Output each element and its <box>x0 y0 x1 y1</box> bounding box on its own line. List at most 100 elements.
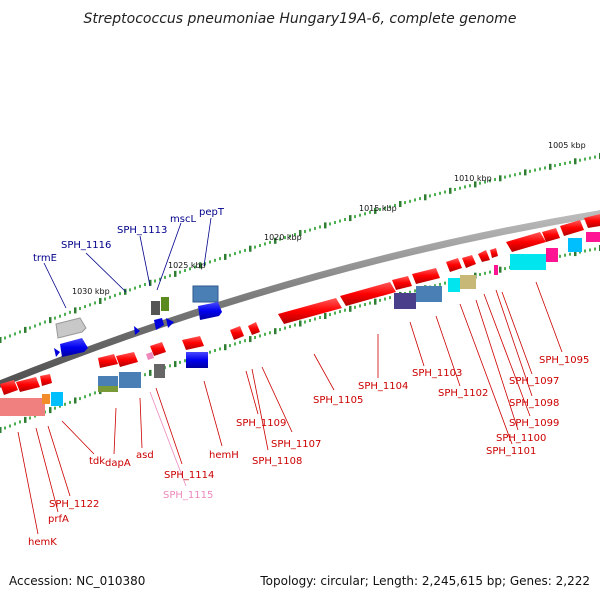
tick-mark <box>439 191 441 195</box>
gene-feature[interactable] <box>460 275 476 289</box>
gene-label-pepT[interactable]: pepT <box>199 207 225 218</box>
gene-feature[interactable] <box>392 276 412 290</box>
gene-feature[interactable] <box>448 278 460 292</box>
gene-feature[interactable] <box>182 336 204 350</box>
gene-label-sph-1100[interactable]: SPH_1100 <box>496 433 546 444</box>
tick-mark <box>279 237 281 241</box>
gene-feature[interactable] <box>98 354 118 368</box>
gene-feature[interactable] <box>186 352 208 368</box>
tick-mark <box>389 296 391 300</box>
tick-mark <box>304 230 306 233</box>
forward-strand-genes <box>54 285 222 357</box>
gene-label-sph-1095[interactable]: SPH_1095 <box>539 355 589 366</box>
gene-feature[interactable] <box>51 392 63 406</box>
gene-label-sph-1103[interactable]: SPH_1103 <box>412 368 462 379</box>
gene-feature[interactable] <box>560 220 584 236</box>
tick-mark <box>504 267 506 271</box>
gene-feature[interactable] <box>42 394 50 404</box>
gene-feature[interactable] <box>230 326 244 340</box>
tick-mark <box>229 253 231 257</box>
gene-feature[interactable] <box>478 250 490 262</box>
gene-label-sph-1101[interactable]: SPH_1101 <box>486 446 536 457</box>
gene-feature[interactable] <box>0 380 18 395</box>
gene-feature[interactable] <box>446 258 462 272</box>
gene-feature[interactable] <box>154 318 164 330</box>
gene-feature[interactable] <box>416 286 442 302</box>
tick-mark <box>59 404 61 408</box>
gene-label-trmE[interactable]: trmE <box>33 253 57 264</box>
tick-mark <box>149 369 152 376</box>
gene-feature[interactable] <box>154 364 165 378</box>
gene-feature[interactable] <box>586 232 600 242</box>
gene-label-asd[interactable]: asd <box>136 450 154 461</box>
gene-feature[interactable] <box>98 386 118 392</box>
gene-label-sph-1109[interactable]: SPH_1109 <box>236 418 286 429</box>
gene-label-sph-1113[interactable]: SPH_1113 <box>117 225 167 236</box>
gene-feature[interactable] <box>278 298 342 324</box>
gene-feature[interactable] <box>40 374 52 386</box>
gene-feature[interactable] <box>490 248 498 258</box>
gene-feature[interactable] <box>16 377 40 392</box>
gene-label-sph-1122[interactable]: SPH_1122 <box>49 499 99 510</box>
gene-label-prfA[interactable]: prfA <box>48 514 69 525</box>
gene-label-tdk[interactable]: tdk <box>89 456 105 467</box>
gene-label-sph-1104[interactable]: SPH_1104 <box>358 381 408 392</box>
gene-feature[interactable] <box>55 317 87 339</box>
gene-feature[interactable] <box>54 348 60 357</box>
tick-mark <box>274 237 277 244</box>
gene-label-mscL[interactable]: mscL <box>170 214 196 225</box>
tick-mark <box>499 266 502 273</box>
gene-feature[interactable] <box>119 372 141 388</box>
gene-feature[interactable] <box>584 214 600 228</box>
tick-mark <box>554 164 556 168</box>
gene-feature[interactable] <box>192 285 219 303</box>
gene-label-sph-1115[interactable]: SPH_1115 <box>163 490 213 501</box>
gene-label-dapA[interactable]: dapA <box>105 458 131 469</box>
gene-feature[interactable] <box>60 338 88 357</box>
gene-feature[interactable] <box>0 398 45 416</box>
gene-feature[interactable] <box>161 297 169 311</box>
gene-label-sph-1114[interactable]: SPH_1114 <box>164 470 214 481</box>
tick-mark <box>224 253 227 260</box>
gene-label-sph-1102[interactable]: SPH_1102 <box>438 388 488 399</box>
gene-label-sph-1105[interactable]: SPH_1105 <box>313 395 363 406</box>
gene-label-sph-1097[interactable]: SPH_1097 <box>509 376 559 387</box>
tick-mark <box>529 169 531 173</box>
tick-mark <box>574 158 577 165</box>
tick-mark <box>344 308 346 312</box>
tick-mark <box>184 359 186 363</box>
gene-feature[interactable] <box>394 293 416 309</box>
gene-label-hemK[interactable]: hemK <box>28 537 57 548</box>
tick-mark <box>169 364 171 368</box>
gene-feature[interactable] <box>134 326 140 335</box>
gene-feature[interactable] <box>198 302 222 320</box>
gene-label-hemH[interactable]: hemH <box>209 450 239 461</box>
tick-mark <box>559 163 561 166</box>
tick-mark <box>9 334 11 338</box>
gene-label-sph-1098[interactable]: SPH_1098 <box>509 398 559 409</box>
gene-feature[interactable] <box>248 322 260 335</box>
gene-feature[interactable] <box>166 318 174 328</box>
tick-mark <box>0 337 2 343</box>
gene-feature[interactable] <box>412 268 440 284</box>
tick-mark <box>379 208 381 211</box>
gene-feature[interactable] <box>546 248 558 262</box>
gene-feature[interactable] <box>150 342 166 356</box>
gene-feature[interactable] <box>146 352 154 360</box>
gene-feature[interactable] <box>340 282 396 306</box>
pink-leader-line <box>149 391 187 487</box>
gene-label-sph-1108[interactable]: SPH_1108 <box>252 456 302 467</box>
gene-feature[interactable] <box>506 232 546 252</box>
gene-feature[interactable] <box>116 352 138 367</box>
gene-feature[interactable] <box>462 255 476 268</box>
tick-mark <box>199 262 202 269</box>
gene-feature[interactable] <box>542 228 560 242</box>
gene-feature[interactable] <box>510 254 546 270</box>
gene-label-sph-1099[interactable]: SPH_1099 <box>509 418 559 429</box>
gene-feature[interactable] <box>568 238 582 252</box>
tick-mark <box>234 252 236 256</box>
gene-label-sph-1116[interactable]: SPH_1116 <box>61 240 111 251</box>
gene-feature[interactable] <box>494 265 498 275</box>
gene-label-sph-1107[interactable]: SPH_1107 <box>271 439 321 450</box>
gene-feature[interactable] <box>151 301 160 315</box>
